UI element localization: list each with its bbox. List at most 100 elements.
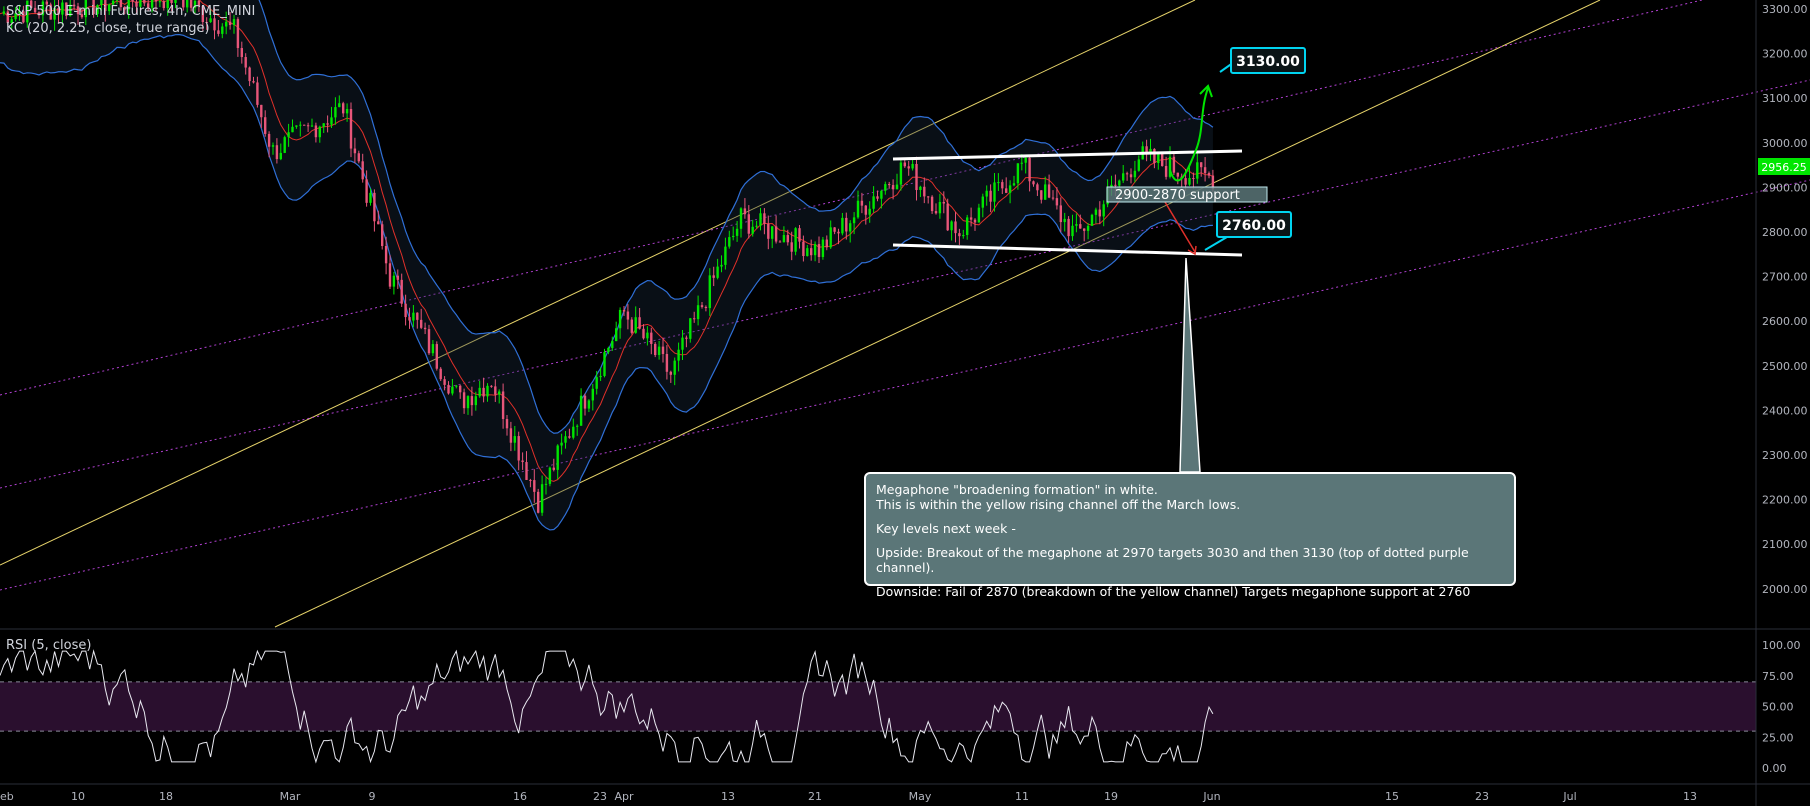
candle xyxy=(1161,152,1164,167)
x-tick-label: 18 xyxy=(159,790,173,803)
candle xyxy=(529,478,532,488)
candle xyxy=(1172,153,1176,175)
candle xyxy=(150,0,154,13)
candle xyxy=(743,198,747,219)
candle xyxy=(548,466,552,487)
candle xyxy=(427,324,431,355)
candle xyxy=(1001,179,1004,195)
candle xyxy=(650,327,653,355)
candle xyxy=(837,228,840,245)
candle xyxy=(271,142,275,155)
candle xyxy=(342,101,345,117)
y-tick-label: 2500.00 xyxy=(1762,360,1808,373)
candle xyxy=(1040,190,1043,204)
candle xyxy=(1024,155,1027,174)
candle xyxy=(833,227,836,235)
candle xyxy=(997,173,1000,191)
candle xyxy=(76,2,80,25)
candle xyxy=(119,0,123,11)
candle xyxy=(158,0,162,8)
candle xyxy=(802,235,805,262)
candle xyxy=(1059,197,1062,233)
candle xyxy=(1071,214,1074,241)
candle xyxy=(626,304,630,330)
candle xyxy=(1067,216,1070,243)
candle xyxy=(872,186,875,213)
megaphone-bottom xyxy=(892,243,1243,257)
candle xyxy=(704,305,708,312)
rsi-tick-label: 50.00 xyxy=(1762,701,1794,714)
candle xyxy=(100,0,103,11)
candle xyxy=(447,381,450,395)
candle xyxy=(404,294,407,326)
candle xyxy=(494,379,497,402)
candle xyxy=(673,357,676,386)
candle xyxy=(1094,207,1098,224)
candle xyxy=(544,476,548,495)
candle xyxy=(170,0,173,12)
candle xyxy=(49,2,52,20)
candle xyxy=(217,19,220,37)
candle xyxy=(1005,177,1008,194)
candle xyxy=(365,170,368,207)
y-tick-label: 2800.00 xyxy=(1762,226,1808,239)
candle xyxy=(1137,155,1140,172)
candle xyxy=(115,0,119,5)
candle xyxy=(182,0,185,11)
y-tick-label: 3300.00 xyxy=(1762,3,1808,16)
candle xyxy=(193,0,197,14)
purple-channel-line xyxy=(0,179,1810,591)
trend-lines xyxy=(0,0,1810,628)
candle xyxy=(841,212,844,236)
candle xyxy=(6,6,9,27)
candle xyxy=(969,207,973,227)
note-line-4: Upside: Breakout of the megaphone at 297… xyxy=(876,545,1469,575)
time-axis: eb 10 18 Mar 9 16 23 Apr 13 21 May 11 19 Jun 15 23 Jul 13 xyxy=(0,790,1697,803)
bearish-projection xyxy=(1164,201,1196,253)
candle xyxy=(459,384,462,399)
y-tick-label: 2000.00 xyxy=(1762,583,1808,596)
candle xyxy=(139,0,142,15)
target-down-label: 2760.00 xyxy=(1222,218,1286,234)
y-tick-label: 2700.00 xyxy=(1762,271,1808,284)
candle xyxy=(685,335,688,348)
candle xyxy=(716,258,719,280)
candle xyxy=(934,203,938,215)
candle xyxy=(84,0,87,26)
yellow-channel-line xyxy=(274,0,1601,628)
note-line-2: This is within the yellow rising channel… xyxy=(876,497,1241,512)
candle xyxy=(876,190,879,202)
candle xyxy=(33,0,37,14)
x-tick-label: 13 xyxy=(1683,790,1697,803)
candle xyxy=(856,190,860,219)
candle xyxy=(794,227,797,256)
candle xyxy=(735,220,739,242)
candle xyxy=(634,306,637,334)
candle xyxy=(197,0,201,12)
keltner-label: KC (20, 2.25, close, true range) xyxy=(6,21,210,36)
note-line-1: Megaphone "broadening formation" in whit… xyxy=(876,482,1158,497)
candle xyxy=(751,219,754,237)
candle xyxy=(954,211,957,243)
candle xyxy=(938,193,942,219)
candle xyxy=(724,237,727,270)
candle xyxy=(864,204,867,225)
analysis-note[interactable]: Megaphone "broadening formation" in whit… xyxy=(864,472,1516,599)
candle xyxy=(576,424,579,436)
bearish-arrowhead xyxy=(1187,245,1197,256)
y-tick-label: 2600.00 xyxy=(1762,315,1808,328)
candle xyxy=(611,336,614,351)
candle xyxy=(966,214,969,240)
candle xyxy=(525,451,528,481)
candle xyxy=(618,307,622,339)
candle xyxy=(1196,151,1199,184)
candle xyxy=(451,378,454,396)
candle xyxy=(907,160,910,176)
candle xyxy=(1157,151,1160,170)
candle xyxy=(669,370,672,383)
candle xyxy=(283,135,286,154)
candle xyxy=(825,235,828,251)
keltner-lower xyxy=(0,34,1213,531)
candle xyxy=(384,236,388,275)
